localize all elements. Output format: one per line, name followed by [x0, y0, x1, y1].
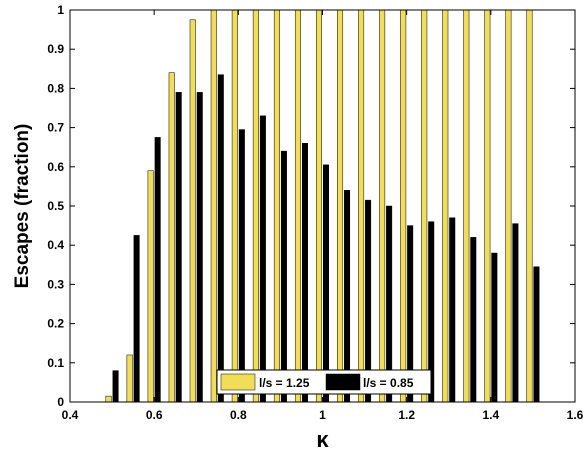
legend-swatch-series-1 — [220, 373, 256, 391]
y-tick-label: 0.6 — [47, 160, 64, 174]
y-tick-label: 0.2 — [47, 317, 64, 331]
bar-series-1 — [252, 9, 259, 403]
bar-series-2 — [512, 223, 519, 403]
x-tick-label: 1.2 — [398, 408, 415, 422]
y-tick-label: 0.5 — [47, 199, 64, 213]
bar-series-1 — [379, 9, 386, 403]
x-axis-ticks: 0.4 0.6 0.8 1 1.2 1.4 1.6 — [62, 10, 583, 422]
bar-series-1 — [463, 9, 470, 403]
bar-series-1 — [526, 9, 533, 403]
bar-series-2 — [280, 150, 287, 403]
bar-series-1 — [126, 354, 133, 403]
bar-series-1 — [400, 9, 407, 403]
x-tick-label: 0.6 — [146, 408, 163, 422]
y-tick-label: 0 — [57, 395, 64, 409]
bar-series-2 — [112, 370, 119, 403]
legend-swatch-series-2 — [325, 373, 361, 391]
bar-series-2 — [470, 237, 477, 403]
bar-series-1 — [273, 9, 280, 403]
bar-series-1 — [337, 9, 344, 403]
y-tick-label: 0.4 — [47, 238, 64, 252]
bar-series-2 — [259, 115, 266, 403]
legend-label-series-2: l/s = 0.85 — [363, 376, 414, 390]
bar-series-1 — [231, 9, 238, 403]
x-tick-label: 1.4 — [482, 408, 499, 422]
bar-series-2 — [449, 217, 456, 403]
bar-series-2 — [491, 252, 498, 403]
bar-series-2 — [196, 92, 203, 403]
bar-series-2 — [154, 137, 161, 403]
bar-series-1 — [421, 9, 428, 403]
bar-series-2 — [175, 92, 182, 403]
y-axis-title: Escapes (fraction) — [12, 124, 33, 289]
x-tick-label: 1 — [319, 408, 326, 422]
y-tick-label: 1 — [57, 3, 64, 17]
bar-series-1 — [147, 170, 154, 403]
bar-series-2 — [238, 129, 245, 403]
y-tick-label: 0.7 — [47, 121, 64, 135]
bar-series-1 — [105, 395, 112, 403]
y-tick-label: 0.8 — [47, 81, 64, 95]
y-tick-label: 0.9 — [47, 42, 64, 56]
x-tick-label: 0.4 — [62, 408, 79, 422]
bar-series-1 — [294, 9, 301, 403]
bar-series-1 — [505, 9, 512, 403]
bar-series-1 — [316, 9, 322, 403]
bar-series-2 — [533, 266, 540, 403]
x-axis-title: κ — [316, 427, 329, 452]
bar-series-1 — [189, 19, 196, 403]
bar-series-1 — [210, 9, 217, 403]
x-tick-label: 0.8 — [230, 408, 247, 422]
x-tick-label: 1.6 — [567, 408, 583, 422]
bar-series-2 — [133, 235, 140, 403]
bar-series-2 — [217, 74, 224, 403]
legend-label-series-1: l/s = 1.25 — [259, 376, 310, 390]
legend: l/s = 1.25 l/s = 0.85 — [216, 369, 432, 395]
y-tick-label: 0.1 — [47, 356, 64, 370]
bar-series-1 — [442, 9, 449, 403]
bar-series-1 — [358, 9, 365, 403]
bar-series-1 — [484, 9, 491, 403]
bar-series-2 — [301, 143, 308, 403]
y-tick-label: 0.3 — [47, 277, 64, 291]
bar-series-1 — [168, 72, 175, 403]
bar-series-2 — [323, 164, 329, 403]
y-axis-ticks: 0 0.1 0.2 0.3 0.4 0.5 0.6 0.7 0.8 0.9 1 — [47, 3, 575, 409]
